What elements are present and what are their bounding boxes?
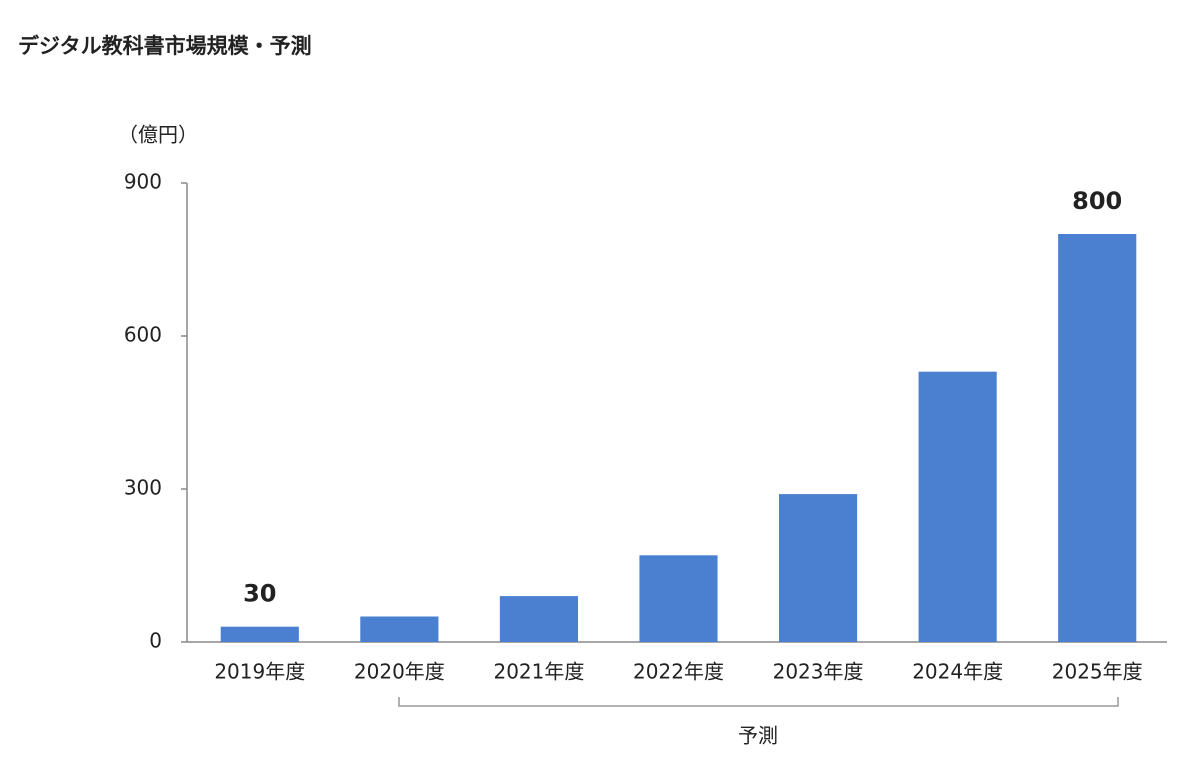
- y-tick-label: 900: [124, 170, 162, 194]
- chart-title: デジタル教科書市場規模・予測: [18, 34, 312, 58]
- forecast-bracket: [398, 697, 1119, 707]
- x-tick-label: 2022年度: [633, 660, 724, 684]
- y-tick-label: 600: [124, 323, 162, 347]
- bar: [220, 626, 299, 642]
- bar: [918, 371, 997, 642]
- y-axis-label: （億円）: [118, 123, 198, 147]
- value-label: 800: [1072, 187, 1122, 215]
- x-tick-label: 2024年度: [912, 660, 1003, 684]
- x-tick-label: 2020年度: [354, 660, 445, 684]
- bar: [639, 555, 718, 642]
- x-tick-label: 2019年度: [214, 660, 305, 684]
- y-tick-label: 300: [124, 476, 162, 500]
- bar: [360, 616, 439, 642]
- x-tick-label: 2025年度: [1052, 660, 1143, 684]
- x-tick-label: 2023年度: [773, 660, 864, 684]
- value-label: 30: [243, 580, 276, 608]
- bar: [499, 596, 579, 642]
- annotation: 予測: [738, 724, 778, 748]
- x-tick-label: 2021年度: [493, 660, 584, 684]
- bar: [1058, 234, 1137, 642]
- y-tick-label: 0: [149, 629, 162, 653]
- bar: [778, 494, 858, 642]
